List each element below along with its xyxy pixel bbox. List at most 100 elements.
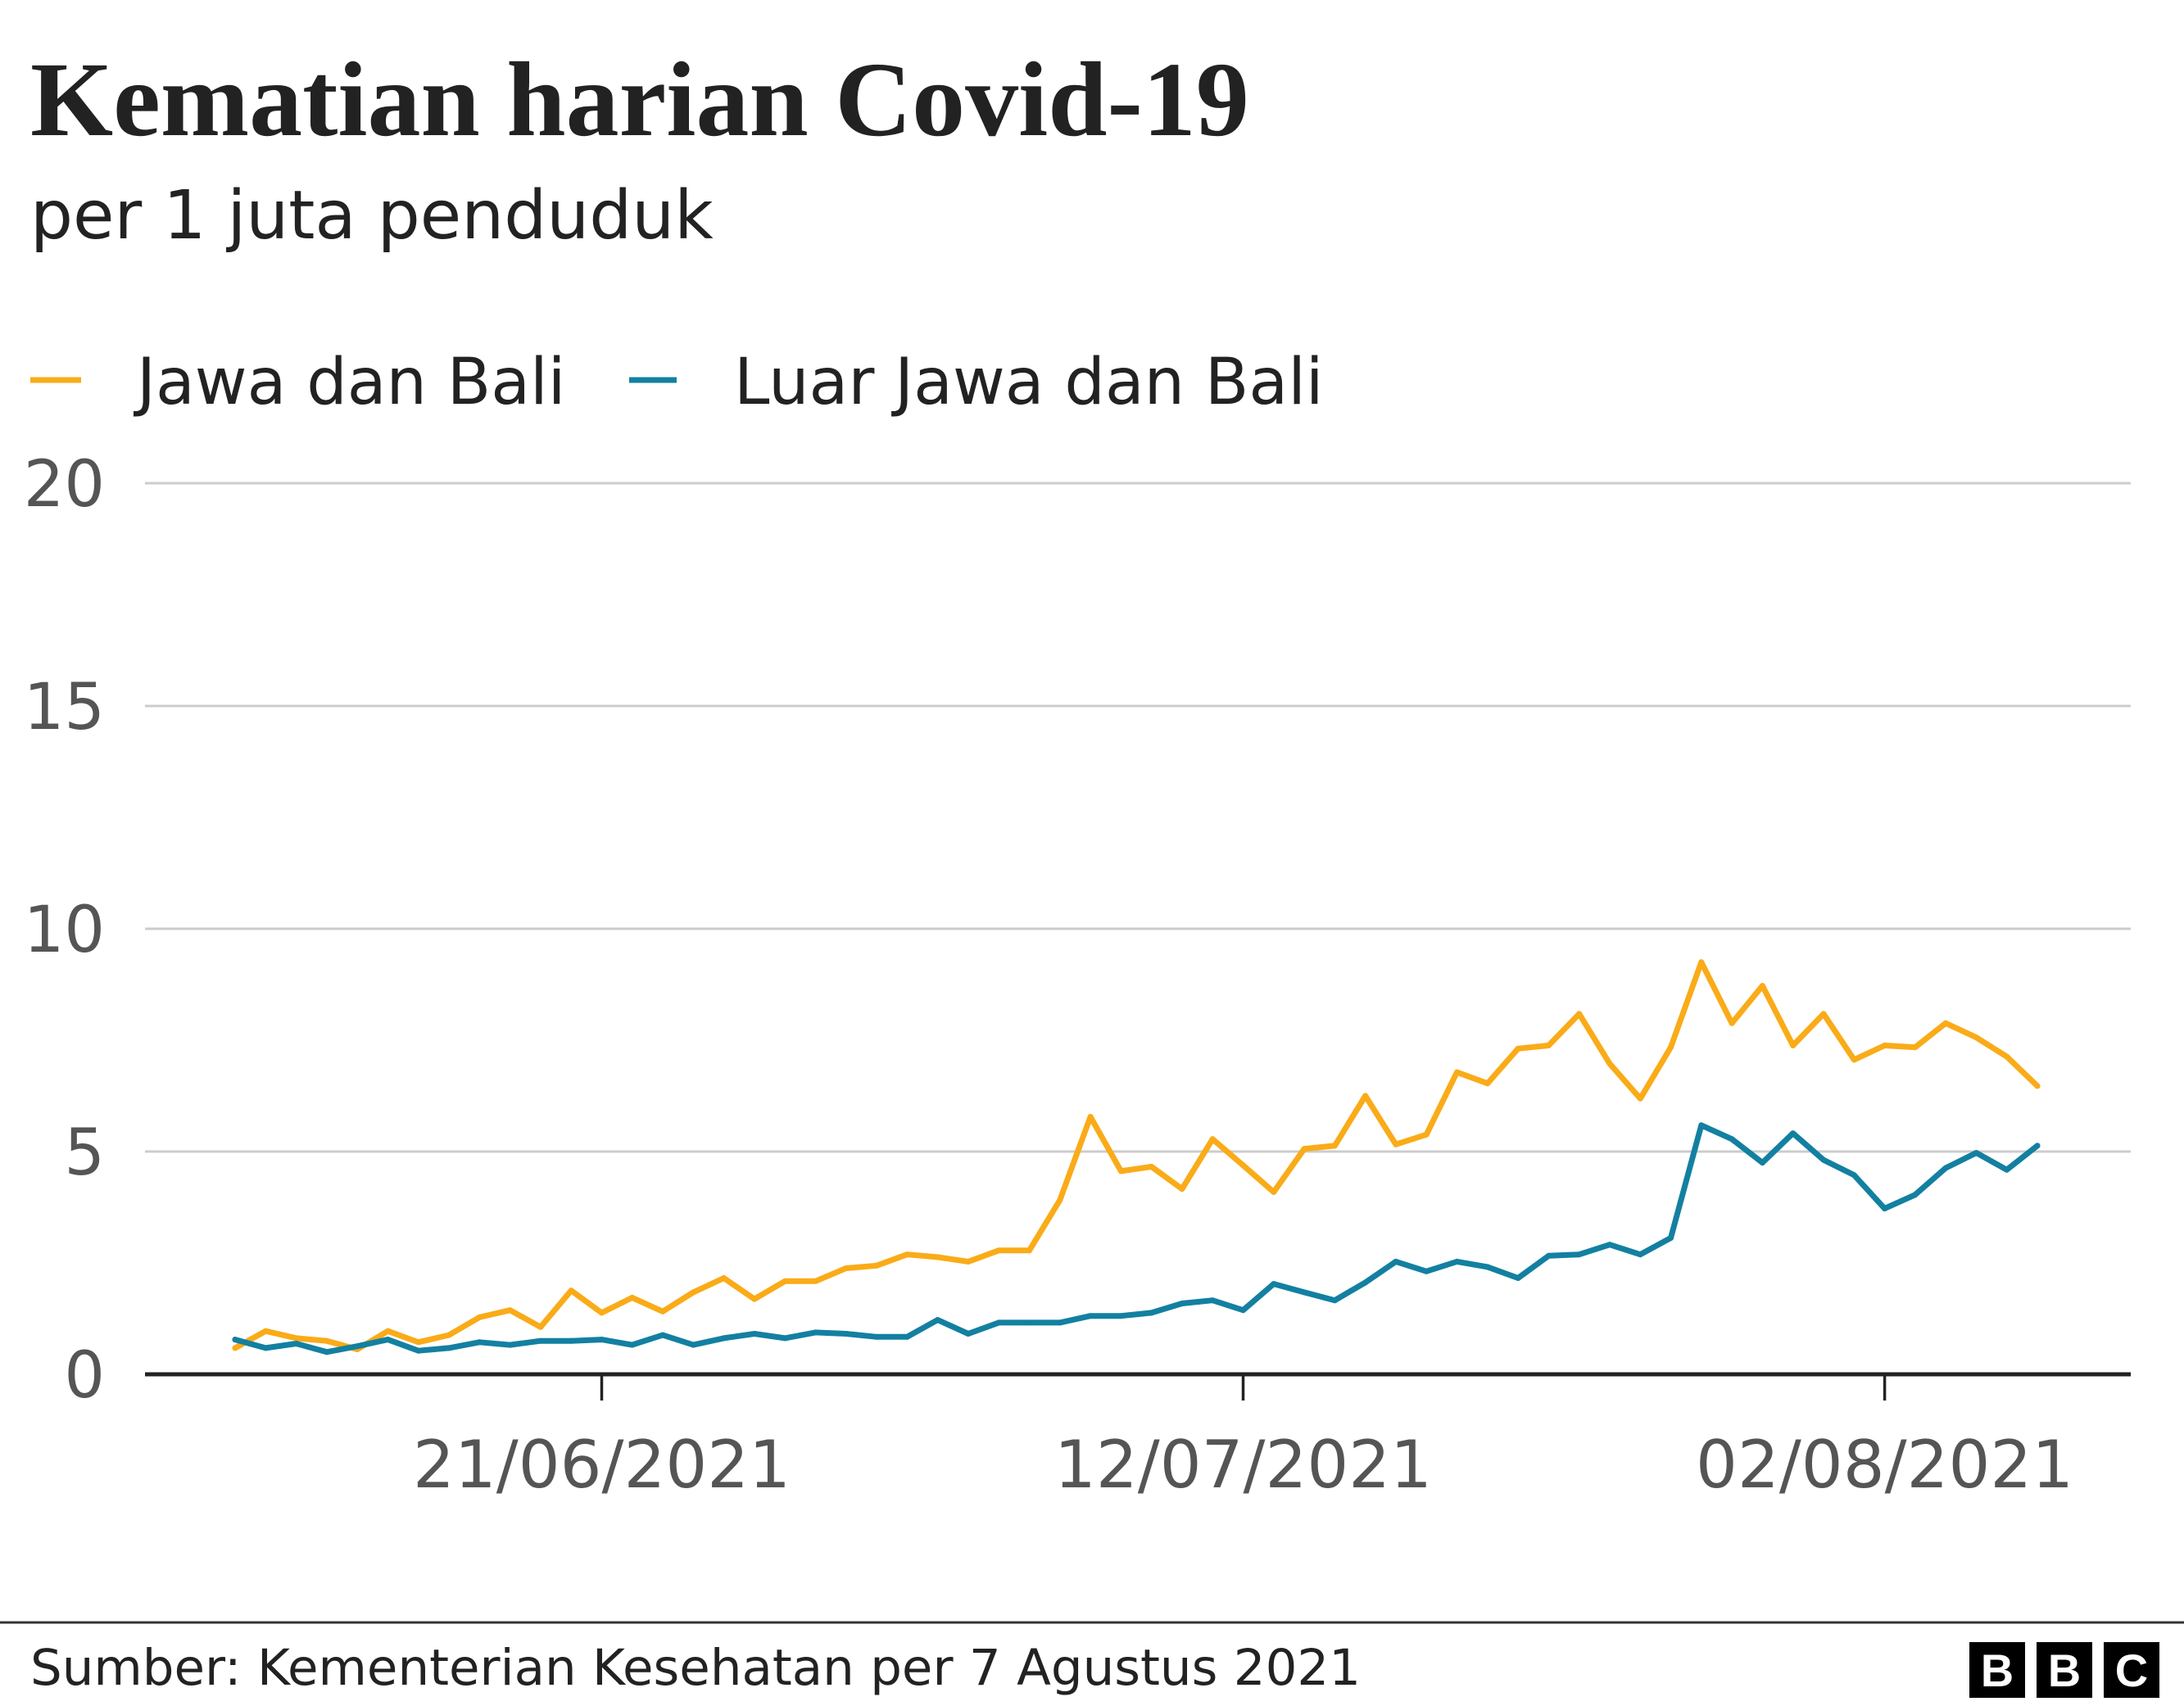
chart-header: Kematian harian Covid-19 per 1 juta pend… <box>30 41 1249 255</box>
data-point-luar-jawa-dan-bali <box>873 1333 880 1340</box>
data-point-luar-jawa-dan-bali <box>1637 1251 1643 1258</box>
data-point-luar-jawa-dan-bali <box>721 1335 727 1342</box>
plot-area: 0 5 10 15 20 21/06/2021 12/07/2021 02/08/2021 <box>24 448 2131 1503</box>
data-point-jawa-dan-bali <box>262 1328 269 1334</box>
data-point-jawa-dan-bali <box>537 1324 544 1330</box>
legend-item-jawa-dan-bali: Jawa dan Bali <box>30 346 565 419</box>
bbc-logo-letter: B <box>1981 1645 2014 1696</box>
data-point-jawa-dan-bali <box>1026 1247 1032 1254</box>
data-point-luar-jawa-dan-bali <box>537 1337 544 1344</box>
data-point-luar-jawa-dan-bali <box>1057 1319 1063 1326</box>
series <box>232 959 2041 1355</box>
data-point-luar-jawa-dan-bali <box>1515 1275 1521 1281</box>
data-point-luar-jawa-dan-bali <box>1759 1160 1765 1166</box>
data-point-luar-jawa-dan-bali <box>904 1333 910 1340</box>
data-point-jawa-dan-bali <box>1759 983 1765 989</box>
data-point-jawa-dan-bali <box>965 1258 972 1265</box>
data-point-jawa-dan-bali <box>568 1287 574 1294</box>
data-point-luar-jawa-dan-bali <box>1026 1319 1032 1326</box>
data-point-jawa-dan-bali <box>813 1278 818 1284</box>
data-point-luar-jawa-dan-bali <box>476 1339 483 1346</box>
bbc-logo-letter: B <box>2048 1645 2081 1696</box>
footer: Sumber: Kementerian Kesehatan per 7 Agus… <box>0 1621 2184 1698</box>
data-point-jawa-dan-bali <box>721 1275 727 1281</box>
data-point-jawa-dan-bali <box>1271 1189 1277 1195</box>
data-point-luar-jawa-dan-bali <box>1209 1297 1216 1304</box>
data-point-luar-jawa-dan-bali <box>1790 1130 1797 1137</box>
data-point-luar-jawa-dan-bali <box>1331 1297 1338 1304</box>
data-point-luar-jawa-dan-bali <box>1973 1150 1979 1156</box>
data-point-jawa-dan-bali <box>1576 1011 1583 1017</box>
data-point-jawa-dan-bali <box>1545 1043 1552 1048</box>
series-luar-jawa-dan-bali <box>232 1122 2041 1355</box>
data-point-luar-jawa-dan-bali <box>843 1331 850 1337</box>
data-point-jawa-dan-bali <box>1179 1186 1185 1192</box>
data-point-jawa-dan-bali <box>659 1308 666 1315</box>
legend: Jawa dan Bali Luar Jawa dan Bali <box>30 346 1324 419</box>
data-point-jawa-dan-bali <box>1362 1093 1369 1099</box>
data-point-luar-jawa-dan-bali <box>415 1347 422 1354</box>
data-point-jawa-dan-bali <box>1331 1143 1338 1149</box>
y-tick-label: 5 <box>64 1116 105 1190</box>
data-point-luar-jawa-dan-bali <box>1087 1313 1094 1319</box>
data-point-jawa-dan-bali <box>935 1254 941 1260</box>
data-point-jawa-dan-bali <box>843 1265 850 1271</box>
data-point-luar-jawa-dan-bali <box>446 1345 452 1351</box>
data-point-jawa-dan-bali <box>476 1314 483 1320</box>
data-point-jawa-dan-bali <box>2004 1053 2010 1060</box>
data-point-jawa-dan-bali <box>1637 1095 1643 1102</box>
data-point-luar-jawa-dan-bali <box>629 1342 636 1348</box>
gridlines <box>145 482 2131 1153</box>
data-point-luar-jawa-dan-bali <box>1729 1136 1735 1143</box>
data-point-jawa-dan-bali <box>1942 1020 1949 1026</box>
bbc-logo-block <box>2104 1642 2159 1698</box>
y-tick-label: 0 <box>64 1339 105 1413</box>
data-point-luar-jawa-dan-bali <box>690 1342 696 1348</box>
data-point-luar-jawa-dan-bali <box>813 1329 818 1336</box>
data-point-luar-jawa-dan-bali <box>232 1337 238 1343</box>
data-point-jawa-dan-bali <box>324 1337 330 1344</box>
data-point-jawa-dan-bali <box>1454 1069 1460 1075</box>
data-point-jawa-dan-bali <box>751 1296 758 1302</box>
series-line-luar-jawa-dan-bali <box>232 1122 2041 1355</box>
data-point-jawa-dan-bali <box>1117 1168 1124 1174</box>
data-point-jawa-dan-bali <box>293 1335 300 1342</box>
data-point-luar-jawa-dan-bali <box>935 1317 941 1324</box>
data-point-luar-jawa-dan-bali <box>2004 1166 2010 1173</box>
y-tick-label: 20 <box>24 448 105 522</box>
data-point-luar-jawa-dan-bali <box>1698 1122 1705 1129</box>
data-point-jawa-dan-bali <box>1393 1141 1399 1147</box>
bbc-logo-block <box>2037 1642 2092 1698</box>
data-point-jawa-dan-bali <box>599 1310 605 1316</box>
data-point-jawa-dan-bali <box>873 1262 880 1269</box>
data-point-jawa-dan-bali <box>690 1289 696 1296</box>
data-point-jawa-dan-bali <box>1668 1044 1674 1051</box>
x-tick-label: 02/08/2021 <box>1696 1427 2073 1503</box>
data-point-luar-jawa-dan-bali <box>1423 1268 1430 1274</box>
legend-label-jawa-dan-bali: Jawa dan Bali <box>133 346 565 419</box>
data-point-luar-jawa-dan-bali <box>1545 1252 1552 1259</box>
data-point-jawa-dan-bali <box>1240 1162 1246 1169</box>
x-tick-label: 12/07/2021 <box>1054 1427 1432 1503</box>
data-point-jawa-dan-bali <box>1057 1197 1063 1203</box>
data-point-jawa-dan-bali <box>1606 1061 1613 1067</box>
data-point-jawa-dan-bali <box>1790 1043 1797 1048</box>
chart-subtitle: per 1 juta penduduk <box>30 177 714 255</box>
y-tick-label: 15 <box>24 671 105 744</box>
data-point-jawa-dan-bali <box>995 1247 1002 1254</box>
data-point-jawa-dan-bali <box>1484 1080 1491 1087</box>
data-point-jawa-dan-bali <box>904 1251 910 1258</box>
data-point-jawa-dan-bali <box>1087 1114 1094 1120</box>
data-point-luar-jawa-dan-bali <box>568 1337 574 1344</box>
data-point-jawa-dan-bali <box>1515 1045 1521 1052</box>
data-point-luar-jawa-dan-bali <box>1271 1281 1277 1287</box>
data-point-luar-jawa-dan-bali <box>1942 1165 1949 1171</box>
data-point-luar-jawa-dan-bali <box>1240 1307 1246 1314</box>
data-point-luar-jawa-dan-bali <box>293 1341 300 1346</box>
data-point-luar-jawa-dan-bali <box>1301 1289 1307 1296</box>
x-tick-label: 21/06/2021 <box>413 1427 791 1503</box>
data-point-luar-jawa-dan-bali <box>995 1319 1002 1326</box>
data-point-jawa-dan-bali <box>629 1294 636 1301</box>
